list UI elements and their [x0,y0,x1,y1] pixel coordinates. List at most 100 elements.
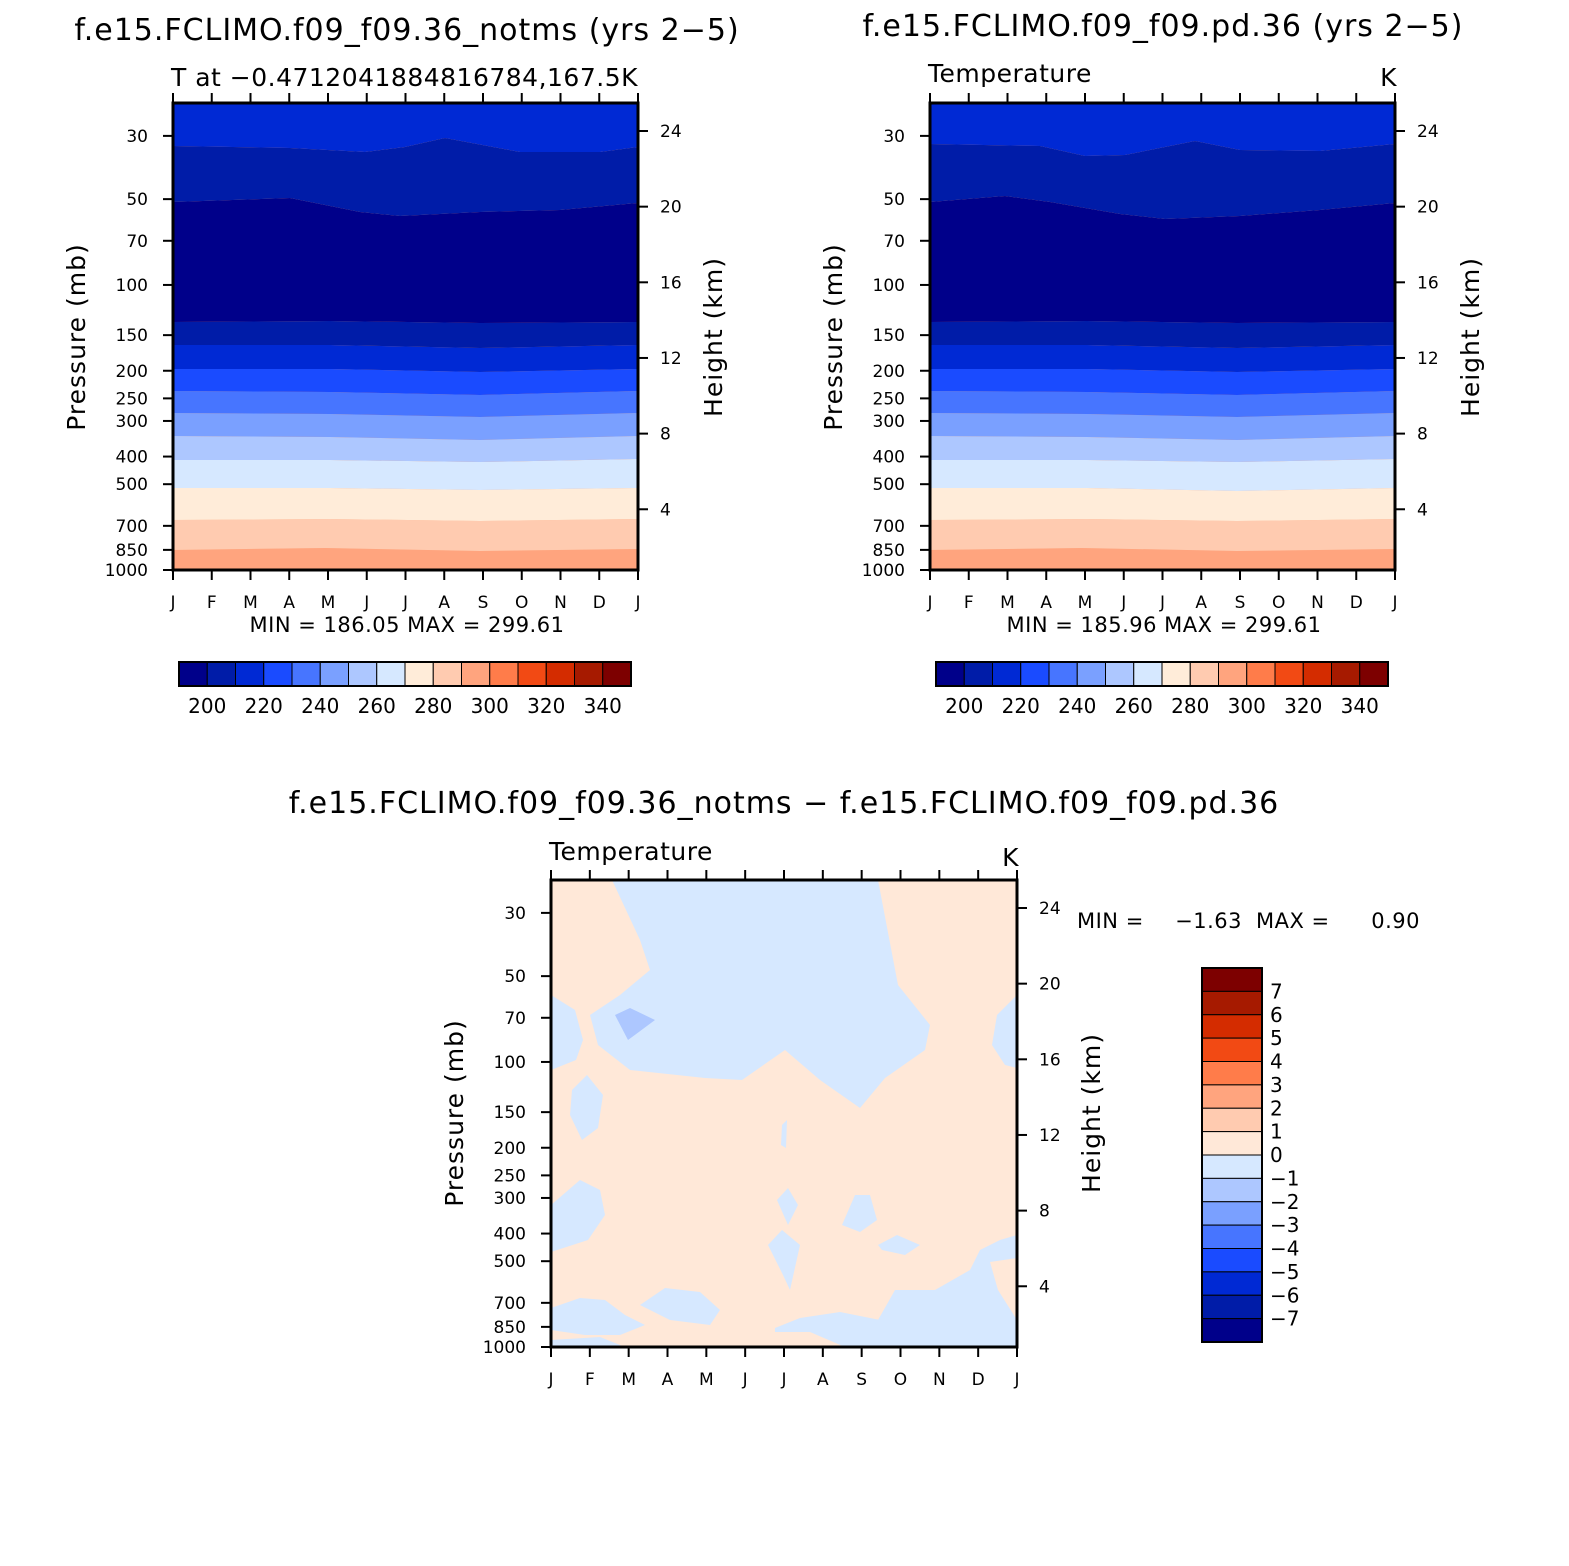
colorbar-label: 340 [584,694,622,718]
colorbar-label: 0 [1270,1143,1283,1167]
panel-3-min-label: MIN = [1077,909,1144,933]
colorbar-swatch [319,661,349,687]
x-tick-label: A [1040,593,1052,613]
panel-3-negative-region [640,1288,720,1325]
panel-1-band [173,198,638,323]
panel-1-band [173,369,638,395]
y-tick-label: 70 [883,232,905,252]
colorbar-swatch [602,661,632,687]
colorbar-label: 240 [1058,694,1096,718]
x-tick-label: J [547,1370,553,1390]
colorbar-swatch [235,661,265,687]
colorbar-label: 280 [414,694,452,718]
panel-3-negative-region [615,1008,655,1040]
y-tick-label: 30 [126,127,148,147]
x-tick-label: M [621,1370,636,1390]
y-tick-label: 850 [116,541,148,561]
y-right-tick-label: 20 [1039,975,1061,995]
panel-3-max-label: MAX = [1256,909,1330,933]
panel-3-negative-region [775,1312,880,1347]
panel-2-units: K [1380,63,1397,92]
panel-2-band [930,391,1395,417]
colorbar-label: 200 [945,694,983,718]
colorbar-swatch [461,661,491,687]
panel-2-band [930,519,1395,551]
colorbar-swatch [1201,1061,1263,1086]
panel-1-band [173,413,638,440]
panel-3-negative-region [878,1235,920,1255]
panel-2-band [930,141,1395,219]
y-tick-label: 150 [873,326,905,346]
colorbar-swatch [545,661,575,687]
panel-1-band [173,519,638,551]
panel-1-band [173,321,638,348]
x-tick-label: F [964,593,974,613]
colorbar-label: 3 [1270,1073,1283,1097]
panel-1-title: f.e15.FCLIMO.f09_f09.36_notms (yrs 2−5) [74,13,739,48]
colorbar-label: 220 [245,694,283,718]
y-tick-label: 500 [494,1252,526,1272]
y-tick-label: 400 [116,448,148,468]
x-tick-label: J [926,593,932,613]
x-tick-label: S [856,1370,867,1390]
y-tick-label: 200 [873,362,905,382]
colorbar-swatch [1201,1154,1263,1179]
colorbar-label: −3 [1270,1213,1299,1237]
colorbar-frame [935,661,1389,687]
panel-1-band [173,391,638,417]
y-tick-label: 850 [873,541,905,561]
panel-2-band [930,103,1395,156]
colorbar-label: 320 [527,694,565,718]
panel-1: f.e15.FCLIMO.f09_f09.36_notms (yrs 2−5) … [62,13,739,718]
panel-2-colorbar: 200 220 240 260 280 300 320 340 [935,661,1389,718]
panel-3-max-value: 0.90 [1371,909,1420,933]
x-tick-label: S [1235,593,1246,613]
panel-3-negative-region [768,1230,800,1290]
panel-1-band [173,436,638,462]
x-tick-label: M [243,593,258,613]
x-tick-label: J [634,593,640,613]
panel-3-title: f.e15.FCLIMO.f09_f09.36_notms − f.e15.FC… [289,786,1280,821]
colorbar-label: 200 [188,694,226,718]
x-tick-label: N [933,1370,946,1390]
x-tick-label: F [585,1370,595,1390]
colorbar-label: 5 [1270,1026,1283,1050]
x-tick-label: D [972,1370,985,1390]
colorbar-swatch [1201,967,1263,992]
colorbar-label: 300 [1228,694,1266,718]
panel-3-negative-region [551,1337,625,1347]
colorbar-label: 340 [1341,694,1379,718]
panel-3-negative-region [570,1075,603,1140]
panel-2-band [930,436,1395,462]
panel-3-negative-region [842,1195,877,1232]
colorbar-swatch [1331,661,1361,687]
panel-1-colorbar: 200 220 240 260 280 300 320 340 [178,661,632,718]
y-tick-label: 200 [116,362,148,382]
panel-1-band [173,138,638,216]
y-tick-label: 250 [494,1166,526,1186]
colorbar-label: 7 [1270,979,1283,1003]
colorbar-swatch [963,661,993,687]
colorbar-label: 260 [358,694,396,718]
colorbar-swatch [1218,661,1248,687]
y-tick-label: 500 [116,475,148,495]
y-right-tick-label: 4 [1039,1277,1050,1297]
colorbar-swatch [1201,1201,1263,1226]
colorbar-swatch [1201,990,1263,1016]
panel-2-band [930,548,1395,570]
y-right-tick-label: 24 [1039,899,1061,919]
colorbar-label: −1 [1270,1166,1299,1190]
colorbar-swatch [517,661,547,687]
y-tick-label: 300 [873,412,905,432]
colorbar-label: 1 [1270,1120,1283,1144]
y-tick-label: 700 [494,1294,526,1314]
colorbar-swatch [206,661,236,687]
y-right-tick-label: 8 [660,425,671,445]
x-tick-label: J [1120,593,1126,613]
panel-3-ylabel-right: Height (km) [1077,1033,1106,1193]
y-right-tick-label: 24 [1417,122,1439,142]
colorbar-swatch [935,661,965,687]
y-tick-label: 500 [873,475,905,495]
